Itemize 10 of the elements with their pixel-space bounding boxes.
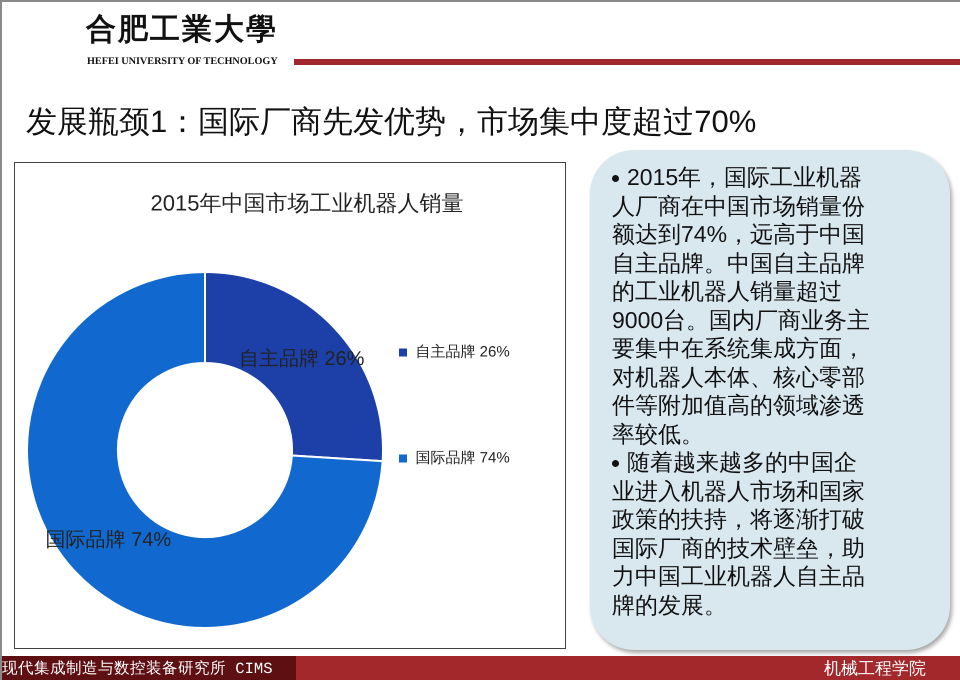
text: 现代集成制造与数控装备研究所 CIMS [2, 659, 273, 679]
chart-title: 2015年中国市场工业机器人销量 [150, 190, 464, 216]
text: 2015年，国际工业机器人厂商在中国市场销量份额达到74%，远高于中国自主品牌。中国自主品牌的工业机器人销量超过9000台。国内厂商业务主要集中在系统集成方面，对机器人本体、核心零部件等附加值高的领域渗透率较低。 [612, 164, 870, 446]
text: HEFEI UNIVERSITY OF TECHNOLOGY [87, 55, 278, 68]
text: 随着越来越多的中国企业进入机器人市场和国家政策的扶持，将逐渐打破国际厂商的技术壁垒，助力中国工业机器人自主品牌的发展。 [612, 448, 866, 619]
text: 机械工程学院 [824, 658, 926, 680]
legend-label: 自主品牌 26% [416, 344, 510, 361]
text: 发展瓶颈1：国际厂商先发优势，市场集中度超过70% [26, 103, 756, 141]
legend-label: 国际品牌 74% [416, 450, 510, 467]
text: 合肥工業大學 [86, 12, 278, 48]
